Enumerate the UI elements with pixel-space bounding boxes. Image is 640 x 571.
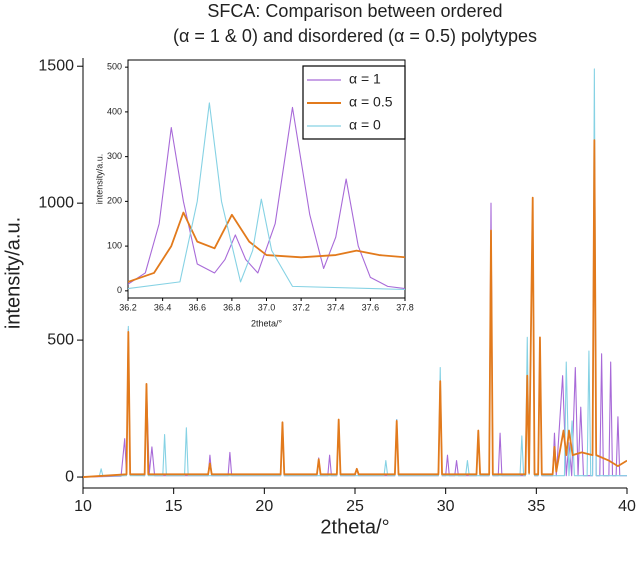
x-tick-label: 30 [437, 498, 455, 515]
x-tick-label: 37.2 [292, 303, 310, 313]
x-tick-label: 37.8 [396, 303, 414, 313]
data-line [128, 211, 405, 283]
y-tick-label: 500 [107, 62, 122, 72]
x-axis-label: 2theta/° [251, 318, 283, 328]
y-tick-label: 0 [117, 285, 122, 295]
y-axis-label: intensity/a.u. [2, 217, 24, 329]
y-tick-label: 300 [107, 151, 122, 161]
x-tick-label: 15 [165, 498, 183, 515]
x-tick-label: 10 [74, 498, 92, 515]
legend-label: α = 1 [349, 71, 381, 87]
x-tick-label: 40 [618, 498, 636, 515]
x-tick-label: 25 [346, 498, 364, 515]
y-tick-label: 1500 [38, 57, 74, 74]
x-tick-label: 37.0 [258, 303, 276, 313]
y-tick-label: 1000 [38, 194, 74, 211]
y-tick-label: 100 [107, 240, 122, 250]
data-line [83, 139, 627, 478]
y-tick-label: 500 [47, 331, 74, 348]
y-tick-label: 400 [107, 106, 122, 116]
x-tick-label: 36.2 [119, 303, 137, 313]
x-tick-label: 37.6 [362, 303, 380, 313]
x-tick-label: 20 [255, 498, 273, 515]
chart-subtitle: (α = 1 & 0) and disordered (α = 0.5) pol… [173, 26, 537, 46]
x-tick-label: 37.4 [327, 303, 345, 313]
y-tick-label: 200 [107, 196, 122, 206]
x-axis-label: 2theta/° [320, 516, 389, 538]
y-tick-label: 0 [65, 468, 74, 485]
y-axis-label: intensity/a.u. [94, 154, 104, 205]
legend-label: α = 0.5 [349, 94, 393, 110]
chart-title: SFCA: Comparison between ordered [207, 1, 502, 21]
data-line [128, 102, 405, 291]
x-tick-label: 36.4 [154, 303, 172, 313]
legend-label: α = 0 [349, 117, 381, 133]
x-tick-label: 36.6 [188, 303, 206, 313]
x-tick-label: 36.8 [223, 303, 241, 313]
x-tick-label: 35 [527, 498, 545, 515]
data-line [128, 106, 405, 290]
